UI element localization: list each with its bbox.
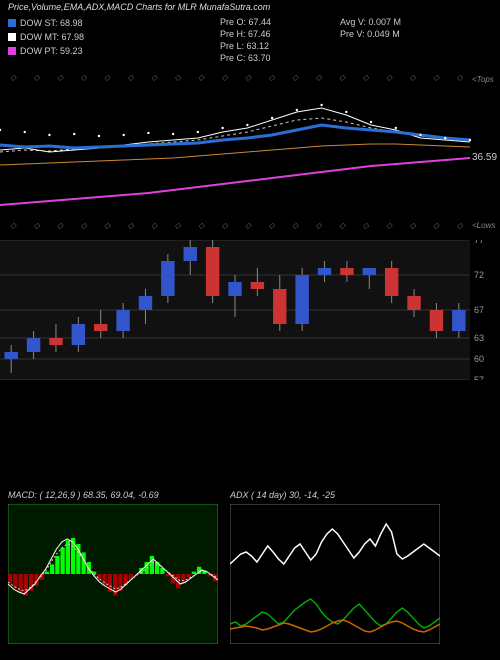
legend-item: DOW PT: 59.23 xyxy=(8,44,84,58)
svg-text:72: 72 xyxy=(474,270,484,280)
legend-label: DOW PT: 59.23 xyxy=(20,44,83,58)
adx-title: ADX ( 14 day) 30, -14, -25 xyxy=(230,490,440,500)
svg-text:◇: ◇ xyxy=(363,73,370,82)
svg-text:60: 60 xyxy=(474,354,484,364)
svg-text:◇: ◇ xyxy=(151,73,158,82)
svg-text:◇: ◇ xyxy=(104,221,111,230)
svg-text:◇: ◇ xyxy=(433,73,440,82)
info-prevol: Pre V: 0.049 M xyxy=(340,28,401,40)
adx-panel: ADX ( 14 day) 30, -14, -25 xyxy=(230,490,440,644)
legend-swatch xyxy=(8,47,16,55)
legend-swatch xyxy=(8,19,16,27)
macd-title: MACD: ( 12,26,9 ) 68.35, 69.04, -0.69 xyxy=(8,490,218,500)
svg-text:◇: ◇ xyxy=(222,221,229,230)
svg-text:◇: ◇ xyxy=(34,221,41,230)
svg-text:◇: ◇ xyxy=(57,73,64,82)
svg-text:◇: ◇ xyxy=(10,221,17,230)
svg-text:◇: ◇ xyxy=(81,73,88,82)
svg-text:◇: ◇ xyxy=(410,73,417,82)
svg-text:◇: ◇ xyxy=(175,73,182,82)
svg-text:◇: ◇ xyxy=(104,73,111,82)
candlestick-panel: 57 60 63 67 72 77 xyxy=(0,240,500,380)
svg-text:◇: ◇ xyxy=(410,221,417,230)
svg-text:◇: ◇ xyxy=(128,221,135,230)
svg-text:◇: ◇ xyxy=(386,73,393,82)
legend-item: DOW ST: 68.98 xyxy=(8,16,84,30)
svg-text:◇: ◇ xyxy=(433,221,440,230)
svg-text:◇: ◇ xyxy=(457,221,464,230)
svg-text:◇: ◇ xyxy=(151,221,158,230)
svg-text:◇: ◇ xyxy=(269,73,276,82)
svg-text:63: 63 xyxy=(474,333,484,343)
info-close: Pre C: 63.70 xyxy=(220,52,271,64)
svg-text:◇: ◇ xyxy=(316,221,323,230)
svg-text:◇: ◇ xyxy=(339,221,346,230)
svg-text:36.59: 36.59 xyxy=(472,152,497,163)
svg-text:77: 77 xyxy=(474,240,484,245)
svg-text:◇: ◇ xyxy=(57,221,64,230)
svg-text:◇: ◇ xyxy=(457,73,464,82)
info-high: Pre H: 67.46 xyxy=(220,28,271,40)
svg-text:◇: ◇ xyxy=(316,73,323,82)
ema-chart-panel: ◇ ◇ ◇ ◇ ◇ ◇ ◇ ◇ ◇ ◇ ◇ ◇ ◇ ◇ ◇ ◇ ◇ ◇ ◇ ◇ 36.59 <Tops <Lows ◇ ◇ ◇ ◇ ◇… xyxy=(0,70,500,230)
info-low: Pre L: 63.12 xyxy=(220,40,271,52)
volume-info: Avg V: 0.007 M Pre V: 0.049 M xyxy=(340,16,401,40)
svg-text:◇: ◇ xyxy=(386,221,393,230)
svg-text:◇: ◇ xyxy=(339,73,346,82)
info-open: Pre O: 67.44 xyxy=(220,16,271,28)
svg-text:◇: ◇ xyxy=(175,221,182,230)
svg-text:◇: ◇ xyxy=(292,221,299,230)
svg-text:<Lows: <Lows xyxy=(472,221,495,230)
svg-text:◇: ◇ xyxy=(10,73,17,82)
svg-text:◇: ◇ xyxy=(198,73,205,82)
svg-text:◇: ◇ xyxy=(292,73,299,82)
legend-item: DOW MT: 67.98 xyxy=(8,30,84,44)
chart-title: Price,Volume,EMA,ADX,MACD Charts for MLR… xyxy=(8,2,270,12)
legend: DOW ST: 68.98 DOW MT: 67.98 DOW PT: 59.2… xyxy=(8,16,84,58)
info-avgvol: Avg V: 0.007 M xyxy=(340,16,401,28)
legend-swatch xyxy=(8,33,16,41)
svg-text:◇: ◇ xyxy=(34,73,41,82)
svg-text:◇: ◇ xyxy=(81,221,88,230)
svg-text:<Tops: <Tops xyxy=(472,75,494,84)
svg-text:67: 67 xyxy=(474,305,484,315)
legend-label: DOW MT: 67.98 xyxy=(20,30,84,44)
svg-text:◇: ◇ xyxy=(245,221,252,230)
ohlc-info: Pre O: 67.44 Pre H: 67.46 Pre L: 63.12 P… xyxy=(220,16,271,64)
svg-text:◇: ◇ xyxy=(128,73,135,82)
svg-text:57: 57 xyxy=(474,375,484,380)
legend-label: DOW ST: 68.98 xyxy=(20,16,83,30)
svg-text:◇: ◇ xyxy=(222,73,229,82)
svg-text:◇: ◇ xyxy=(245,73,252,82)
svg-text:◇: ◇ xyxy=(198,221,205,230)
svg-text:◇: ◇ xyxy=(269,221,276,230)
svg-text:◇: ◇ xyxy=(363,221,370,230)
macd-panel: MACD: ( 12,26,9 ) 68.35, 69.04, -0.69 xyxy=(8,490,218,644)
